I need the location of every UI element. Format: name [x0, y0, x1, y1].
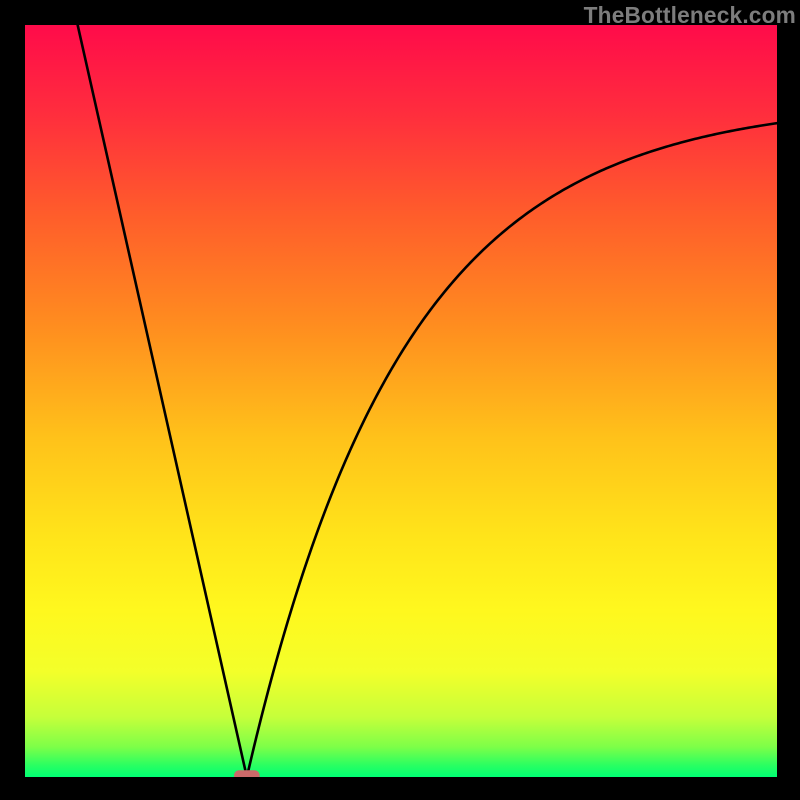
watermark-text: TheBottleneck.com	[584, 2, 796, 29]
gradient-background	[25, 25, 777, 777]
outer-frame: TheBottleneck.com	[0, 0, 800, 800]
bottleneck-chart	[25, 25, 777, 777]
plot-area	[25, 25, 777, 777]
minimum-marker	[234, 770, 260, 777]
